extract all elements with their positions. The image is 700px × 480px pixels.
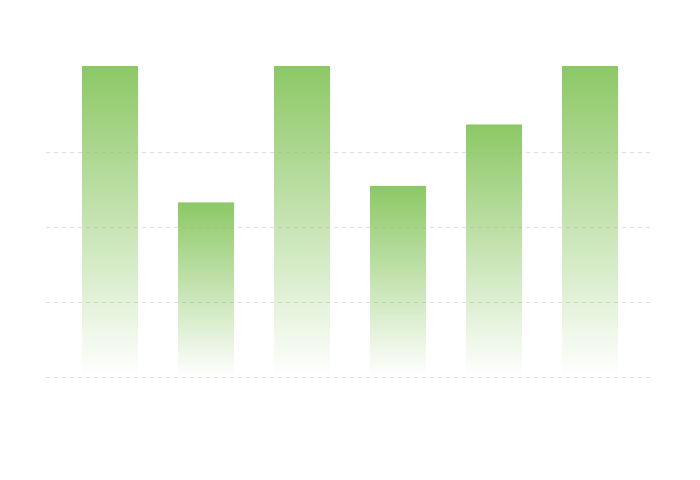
bar <box>274 66 330 377</box>
bar <box>466 124 522 378</box>
bar <box>178 202 234 377</box>
bar <box>370 185 426 377</box>
bar <box>82 66 138 377</box>
bar <box>562 66 618 377</box>
